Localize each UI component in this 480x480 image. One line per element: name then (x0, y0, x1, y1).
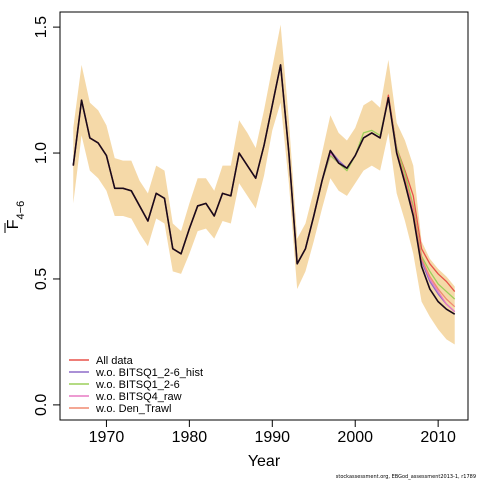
legend-label: w.o. BITSQ4_raw (95, 391, 182, 403)
y-axis-title-main: F (5, 219, 22, 229)
y-axis-title: F4−6 (4, 201, 27, 233)
legend-label: w.o. BITSQ1_2-6 (95, 379, 180, 391)
footer-credit: stockassessment.org, EBGod_assessment201… (336, 474, 476, 480)
y-tick-label: 0.0 (33, 394, 50, 416)
series-line-estimate-5 (72, 64, 456, 315)
svg-text:F4−6: F4−6 (5, 201, 27, 229)
x-axis: 1970 1980 1990 2000 2010 (89, 420, 456, 446)
x-tick-label: 2000 (337, 429, 373, 446)
x-tick-label: 2010 (420, 429, 456, 446)
y-tick-label: 1.0 (33, 142, 50, 164)
legend-label: w.o. Den_Trawl (95, 403, 171, 415)
x-axis-title: Year (248, 453, 281, 470)
x-tick-label: 1990 (254, 429, 290, 446)
y-axis: 0.0 0.5 1.0 1.5 (33, 16, 60, 416)
x-tick-label: 1980 (172, 429, 208, 446)
plot-frame (59, 11, 469, 421)
legend-label: w.o. BITSQ1_2-6_hist (95, 367, 203, 379)
y-axis-title-subscript: 4−6 (15, 201, 27, 220)
y-tick-label: 0.5 (33, 268, 50, 290)
confidence-band (73, 24, 455, 345)
legend-label: All data (96, 355, 134, 367)
series-layer (72, 64, 456, 315)
x-tick-label: 1970 (89, 429, 125, 446)
y-tick-label: 1.5 (33, 16, 50, 38)
confidence-band-layer (73, 24, 455, 345)
